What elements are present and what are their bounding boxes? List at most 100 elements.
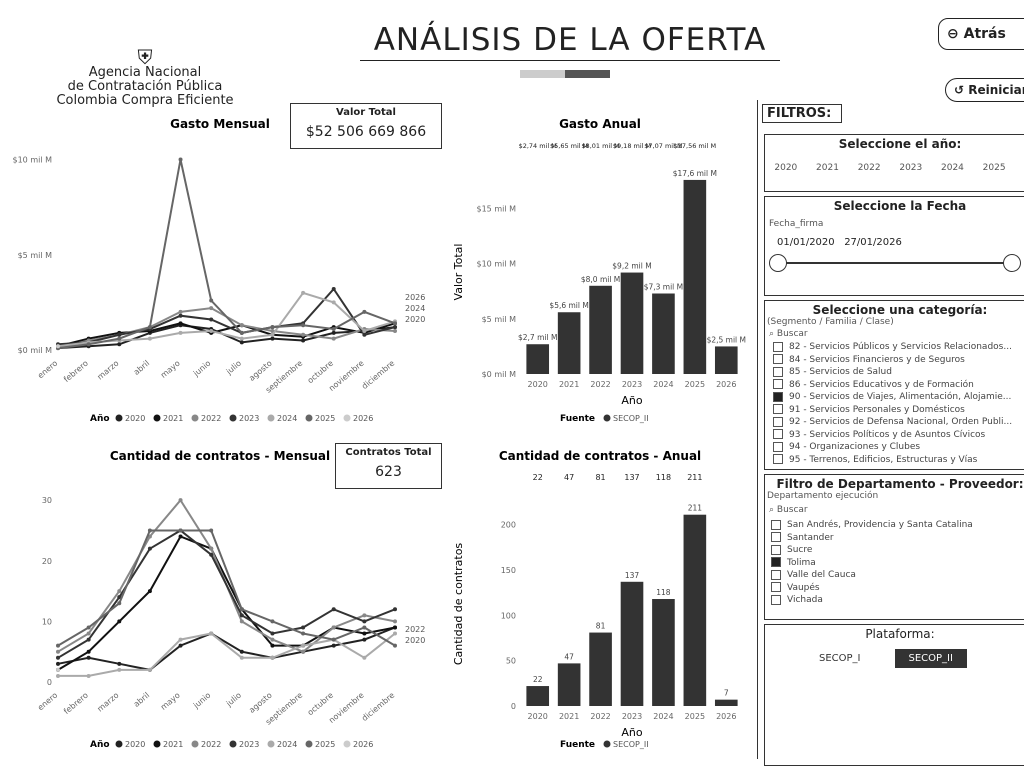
item-label[interactable]: Valle del Cauca — [787, 570, 856, 580]
total-label: 81 — [595, 473, 605, 482]
search-box[interactable]: ⌕ Buscar — [769, 505, 808, 515]
list-item[interactable]: 91 - Servicios Personales y Domésticos — [773, 404, 1024, 417]
list-item[interactable]: Sucre — [771, 544, 1024, 557]
line-point — [178, 528, 183, 533]
search-label[interactable]: Buscar — [776, 505, 808, 515]
item-label[interactable]: Vichada — [787, 595, 823, 605]
list-item[interactable]: 93 - Servicios Políticos y de Asuntos Cí… — [773, 429, 1024, 442]
kpi-value: $52 506 669 866 — [305, 124, 427, 140]
checkbox[interactable] — [771, 544, 781, 555]
line-series — [57, 159, 396, 350]
checkbox[interactable] — [773, 366, 783, 377]
platform-option[interactable]: SECOP_I — [819, 653, 861, 664]
kpi-label: Contratos Total — [345, 447, 432, 458]
platform-option[interactable]: SECOP_II — [894, 649, 967, 668]
checkbox[interactable] — [773, 341, 783, 352]
list-item[interactable]: Vaupés — [771, 582, 1024, 595]
end-label: 2020 — [405, 315, 425, 324]
back-label[interactable]: Atrás — [963, 26, 1006, 42]
item-label[interactable]: Sucre — [787, 545, 813, 555]
search-box[interactable]: ⌕ Buscar — [769, 329, 808, 339]
checkbox[interactable] — [773, 416, 783, 427]
year-option[interactable]: 2025 — [982, 163, 1006, 173]
total-label: $9,18 mil M — [613, 142, 651, 150]
item-label[interactable]: 92 - Servicios de Defensa Nacional, Orde… — [789, 417, 1013, 427]
y-tick-label: 100 — [501, 611, 516, 620]
x-axis-label: Año — [621, 394, 642, 407]
item-label[interactable]: 90 - Servicios de Viajes, Alimentación, … — [789, 392, 1012, 402]
checkbox[interactable] — [773, 379, 783, 389]
year-option[interactable]: 2023 — [899, 163, 923, 173]
slider-handle[interactable] — [769, 254, 787, 272]
checkbox[interactable] — [771, 569, 781, 580]
list-item[interactable]: 84 - Servicios Financieros y de Seguros — [773, 354, 1024, 367]
year-option[interactable]: 2020 — [774, 163, 798, 173]
list-item[interactable]: Valle del Cauca — [771, 569, 1024, 582]
item-label[interactable]: 91 - Servicios Personales y Domésticos — [789, 404, 965, 415]
back-button[interactable]: ⊖ Atrás — [938, 18, 1024, 50]
item-label[interactable]: Tolima — [787, 557, 816, 568]
line-point — [86, 631, 91, 636]
checkbox[interactable] — [773, 429, 783, 439]
list-item[interactable]: 92 - Servicios de Defensa Nacional, Orde… — [773, 416, 1024, 429]
search-label[interactable]: Buscar — [776, 329, 808, 339]
legend-label: 2021 — [163, 414, 183, 423]
item-label[interactable]: 86 - Servicios Educativos y de Formación — [789, 379, 974, 390]
item-label[interactable]: San Andrés, Providencia y Santa Catalina — [787, 520, 973, 530]
checkbox[interactable] — [773, 404, 783, 414]
y-tick-label: $5 mil M — [18, 251, 53, 260]
line-point — [393, 328, 397, 333]
list-item[interactable]: 82 - Servicios Públicos y Servicios Rela… — [773, 341, 1024, 354]
year-option[interactable]: 2022 — [857, 163, 881, 173]
checkbox[interactable] — [773, 391, 783, 402]
checkbox[interactable] — [771, 582, 781, 592]
slider-handle[interactable] — [1003, 254, 1021, 272]
date-to[interactable]: 27/01/2026 — [844, 237, 902, 248]
item-label[interactable]: Vaupés — [787, 582, 820, 593]
total-label: $2,74 mil M — [519, 142, 557, 150]
item-label[interactable]: 84 - Servicios Financieros y de Seguros — [789, 354, 965, 365]
line-point — [147, 534, 152, 539]
checkbox[interactable] — [771, 557, 781, 567]
item-label[interactable]: 93 - Servicios Políticos y de Asuntos Cí… — [789, 429, 986, 440]
list-item[interactable]: Tolima — [771, 557, 1024, 570]
x-tick-label: 2021 — [559, 380, 579, 389]
x-tick-label: marzo — [96, 691, 121, 714]
list-item[interactable]: 95 - Terrenos, Edificios, Estructuras y … — [773, 454, 1024, 467]
line-point — [117, 589, 122, 594]
list-item[interactable]: 85 - Servicios de Salud — [773, 366, 1024, 379]
item-label[interactable]: 82 - Servicios Públicos y Servicios Rela… — [789, 342, 1012, 352]
date-from[interactable]: 01/01/2020 — [777, 237, 835, 248]
line-point — [56, 673, 60, 678]
line-point — [270, 655, 275, 660]
bar — [557, 663, 581, 706]
line-point — [270, 336, 275, 341]
date-slider[interactable] — [769, 254, 1021, 272]
reset-label[interactable]: Reiniciar — [968, 83, 1024, 97]
checkbox[interactable] — [771, 532, 781, 542]
checkbox[interactable] — [773, 354, 783, 364]
checkbox[interactable] — [771, 594, 781, 605]
list-item[interactable]: San Andrés, Providencia y Santa Catalina — [771, 519, 1024, 532]
kpi-label: Valor Total — [336, 107, 396, 118]
item-label[interactable]: 85 - Servicios de Salud — [789, 367, 892, 377]
list-item[interactable]: 86 - Servicios Educativos y de Formación — [773, 379, 1024, 392]
bar — [652, 293, 675, 374]
department-filter: Filtro de Departamento - Proveedor: Depa… — [764, 474, 1024, 620]
reset-button[interactable]: ↺ Reiniciar — [945, 78, 1024, 102]
year-option[interactable]: 2024 — [941, 163, 964, 173]
list-item[interactable]: 90 - Servicios de Viajes, Alimentación, … — [773, 391, 1024, 404]
item-label[interactable]: 94 - Organizaciones y Clubes — [789, 442, 921, 452]
checkbox[interactable] — [771, 519, 781, 530]
list-item[interactable]: Santander — [771, 532, 1024, 545]
item-label[interactable]: Santander — [787, 532, 834, 543]
list-item[interactable]: 94 - Organizaciones y Clubes — [773, 441, 1024, 454]
year-option[interactable]: 2021 — [816, 163, 839, 173]
line-point — [270, 643, 275, 648]
item-label[interactable]: 95 - Terrenos, Edificios, Estructuras y … — [789, 454, 978, 465]
checkbox[interactable] — [773, 454, 783, 464]
bar — [589, 632, 612, 706]
checkbox[interactable] — [773, 441, 783, 452]
list-item[interactable]: Vichada — [771, 594, 1024, 607]
y-tick-label: $15 mil M — [477, 205, 517, 214]
